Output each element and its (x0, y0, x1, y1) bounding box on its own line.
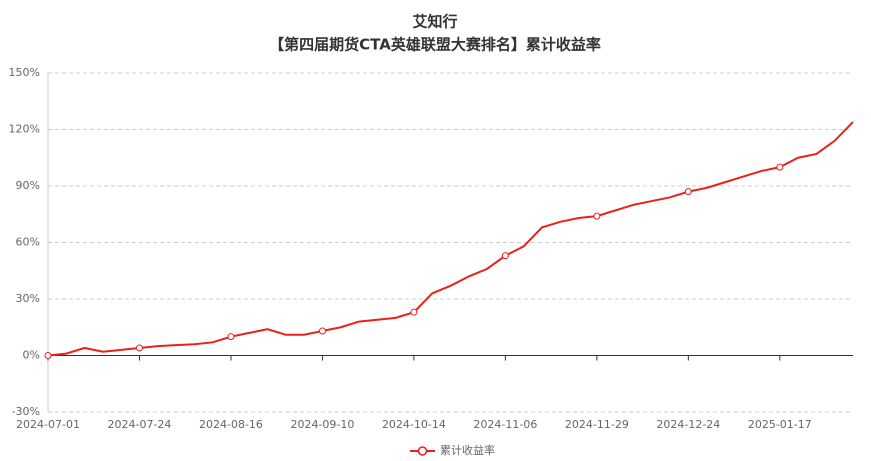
point-marker (227, 333, 235, 341)
y-tick-label: 60% (16, 236, 40, 249)
x-tick-label: 2024-07-01 (16, 418, 80, 431)
point-marker (44, 352, 52, 359)
x-tick-label: 2024-09-10 (290, 418, 354, 431)
legend-label: 累计收益率 (440, 443, 495, 457)
y-tick-label: 30% (16, 292, 40, 305)
point-marker (501, 252, 509, 260)
x-tick-label: 2024-11-29 (565, 418, 629, 431)
point-marker (318, 327, 326, 335)
x-tick-label: 2024-07-24 (108, 418, 172, 431)
point-marker (593, 212, 601, 220)
x-tick-label: 2024-11-06 (473, 418, 537, 431)
legend-marker (417, 446, 428, 456)
x-tick-label: 2024-12-24 (656, 418, 720, 431)
y-tick-label: 120% (9, 123, 40, 136)
chart-subtitle: 【第四届期货CTA英雄联盟大赛排名】累计收益率 (269, 36, 601, 54)
point-marker (135, 344, 143, 352)
point-marker (410, 308, 418, 316)
y-tick-label: -30% (12, 405, 40, 418)
y-tick-label: 150% (9, 66, 40, 79)
chart-title: 艾知行 (412, 13, 457, 31)
y-tick-label: 0% (23, 349, 40, 362)
x-tick-label: 2024-10-14 (382, 418, 446, 431)
y-tick-label: 90% (16, 179, 40, 192)
point-marker (776, 163, 784, 171)
x-tick-label: 2024-08-16 (199, 418, 263, 431)
point-marker (684, 188, 692, 196)
line (47, 121, 854, 357)
x-tick-label: 2025-01-17 (748, 418, 812, 431)
